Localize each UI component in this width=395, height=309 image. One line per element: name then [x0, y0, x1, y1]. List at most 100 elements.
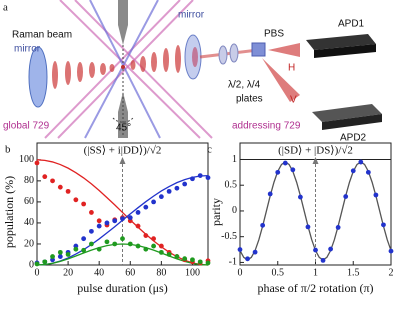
fit-line — [36, 159, 209, 266]
label: global 729 — [3, 121, 50, 132]
data-point — [237, 247, 243, 252]
y-tick-label: -0.5 — [221, 231, 237, 242]
fit-line — [36, 243, 209, 266]
label: mirror — [178, 10, 205, 21]
raman-beam-line — [84, 0, 159, 139]
data-point — [104, 239, 110, 245]
data-point — [127, 241, 133, 247]
data-point — [96, 223, 102, 229]
right-mirror-spot — [192, 47, 198, 67]
y-tick-label: 0.5 — [225, 180, 238, 191]
data-point — [151, 243, 156, 249]
panel-label: c — [207, 144, 212, 156]
data-point — [81, 247, 87, 253]
data-point — [252, 249, 258, 255]
data-point — [343, 194, 349, 199]
data-point — [104, 220, 110, 226]
data-point — [358, 159, 364, 165]
data-point — [158, 243, 164, 249]
addressing-beam — [59, 0, 201, 139]
y-axis-label: population (%) — [2, 176, 16, 248]
data-point — [50, 178, 55, 184]
data-point — [57, 184, 63, 190]
data-point — [158, 194, 164, 200]
data-point — [89, 228, 94, 234]
data-point — [81, 201, 87, 207]
data-point — [120, 216, 125, 222]
x-tick-label: 0.5 — [272, 267, 285, 278]
data-point — [245, 256, 250, 262]
data-point — [73, 197, 79, 203]
angle-arc — [112, 117, 134, 123]
x-tick-label: 0 — [35, 267, 40, 278]
x-tick-label: 40 — [94, 267, 104, 278]
pbs-cube — [251, 42, 266, 57]
data-point — [34, 261, 40, 267]
x-tick-label: 1 — [313, 267, 318, 278]
data-point — [373, 192, 379, 198]
label: mirror — [14, 44, 41, 55]
panel-label: a — [3, 2, 8, 14]
apd1-box — [314, 44, 376, 58]
data-point — [135, 243, 141, 249]
x-tick-label: 20 — [63, 267, 73, 278]
data-point — [127, 215, 133, 221]
data-point — [267, 191, 273, 197]
output-beam — [199, 48, 259, 59]
y-tick-label: 40 — [24, 217, 34, 228]
cavity-mode — [52, 45, 181, 89]
data-point — [197, 259, 203, 265]
data-point — [143, 204, 149, 210]
data-point — [320, 257, 326, 263]
data-point — [73, 246, 79, 252]
v-beam — [262, 58, 300, 102]
apd1-box — [306, 34, 376, 50]
data-point — [42, 259, 48, 265]
y-tick-label: 60 — [24, 196, 34, 207]
label: 45° — [116, 123, 131, 134]
data-point — [205, 260, 211, 266]
ion — [121, 65, 125, 69]
data-point — [197, 173, 203, 179]
data-point — [190, 257, 195, 263]
x-axis-label: phase of π/2 rotation (π) — [257, 281, 373, 295]
data-point — [57, 249, 63, 255]
marker-arrow — [119, 157, 126, 164]
h-beam — [268, 43, 300, 57]
data-point — [205, 175, 211, 181]
data-point — [151, 236, 156, 242]
y-axis-label: parity — [209, 198, 223, 226]
label: λ/2, λ/4 — [228, 80, 261, 91]
data-point — [313, 247, 318, 253]
waveplate — [218, 45, 228, 65]
apd2-box — [322, 114, 382, 130]
data-point — [158, 249, 164, 255]
data-point — [96, 246, 102, 252]
y-tick-label: 1 — [232, 154, 237, 165]
data-point — [112, 218, 118, 224]
data-point — [50, 254, 55, 259]
data-point — [65, 188, 71, 194]
data-point — [388, 248, 394, 254]
x-tick-label: 80 — [156, 267, 166, 278]
data-point — [143, 246, 149, 252]
data-point — [335, 225, 341, 230]
data-point — [151, 199, 156, 205]
label: V — [290, 95, 297, 106]
data-point — [260, 222, 266, 228]
y-tick-label: -1 — [229, 257, 237, 268]
x-axis-label: pulse duration (μs) — [77, 281, 167, 295]
x-tick-label: 100 — [185, 267, 200, 278]
x-tick-label: 2 — [389, 267, 394, 278]
data-point — [57, 254, 63, 259]
y-tick-label: 20 — [24, 238, 34, 249]
data-point — [166, 188, 172, 194]
label: APD2 — [340, 133, 367, 144]
data-point — [174, 254, 180, 259]
data-point — [328, 246, 333, 252]
data-point — [182, 181, 188, 187]
label: APD1 — [338, 19, 365, 30]
x-tick-label: 60 — [125, 267, 135, 278]
